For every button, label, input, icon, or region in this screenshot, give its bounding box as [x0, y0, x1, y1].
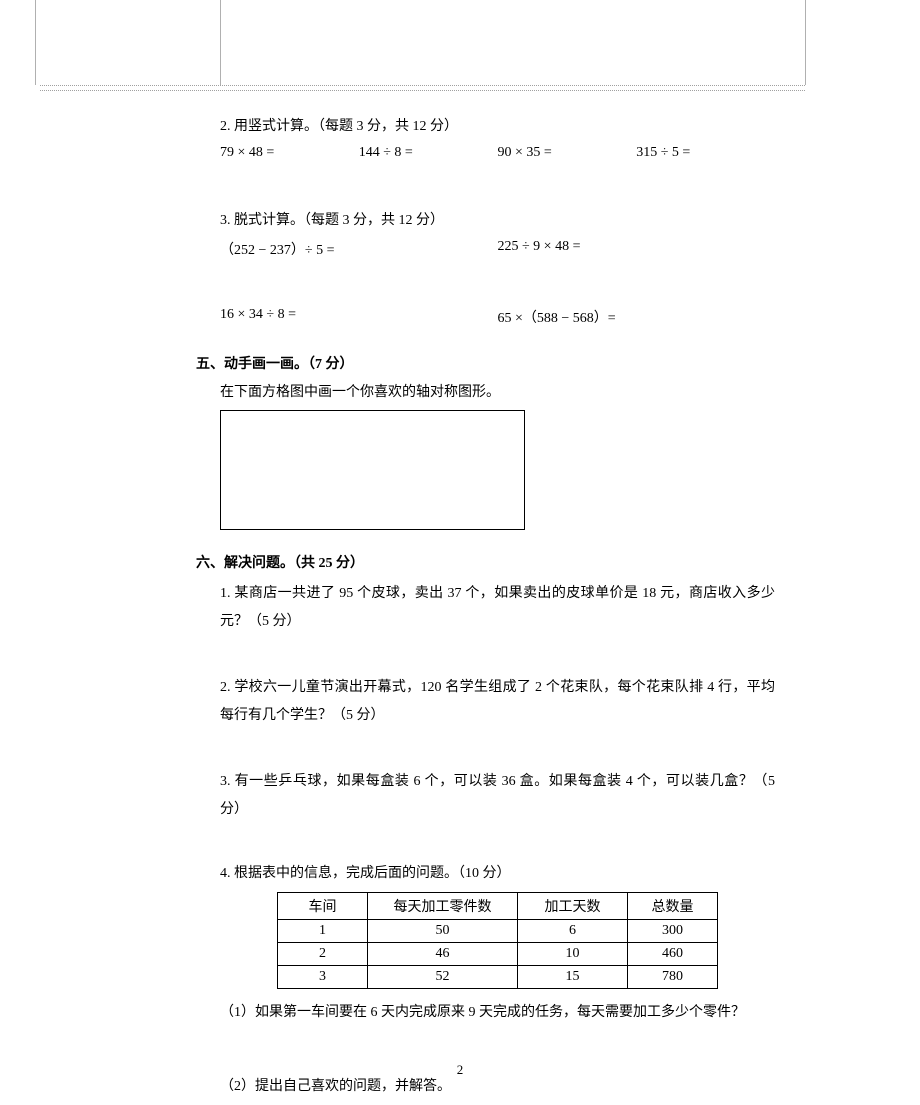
- table-row: 3 52 15 780: [278, 966, 718, 989]
- q3-item: 16 × 34 ÷ 8 =: [220, 307, 498, 327]
- q3-row2: 16 × 34 ÷ 8 = 65 ×（588 − 568）=: [220, 307, 775, 327]
- table-cell: 3: [278, 966, 368, 989]
- table-row: 1 50 6 300: [278, 920, 718, 943]
- q3-item: （252 − 237）÷ 5 =: [220, 239, 498, 259]
- table-header: 加工天数: [518, 893, 628, 920]
- q3-item: 225 ÷ 9 × 48 =: [498, 239, 776, 259]
- section5-instruction: 在下面方格图中画一个你喜欢的轴对称图形。: [220, 381, 775, 405]
- table-header-row: 车间 每天加工零件数 加工天数 总数量: [278, 893, 718, 920]
- table-header: 车间: [278, 893, 368, 920]
- problem-4-sub1: （1）如果第一车间要在 6 天内完成原来 9 天完成的任务，每天需要加工多少个零…: [220, 1001, 775, 1025]
- table-cell: 10: [518, 943, 628, 966]
- table-cell: 2: [278, 943, 368, 966]
- q2-item: 144 ÷ 8 =: [359, 145, 498, 161]
- q3-item: 65 ×（588 − 568）=: [498, 307, 776, 327]
- table-cell: 300: [628, 920, 718, 943]
- q2-item: 79 × 48 =: [220, 145, 359, 161]
- problem-2: 2. 学校六一儿童节演出开幕式，120 名学生组成了 2 个花束队，每个花束队排…: [220, 674, 775, 730]
- problem-4-heading: 4. 根据表中的信息，完成后面的问题。（10 分）: [220, 862, 775, 886]
- table-row: 2 46 10 460: [278, 943, 718, 966]
- table-header: 总数量: [628, 893, 718, 920]
- q2-items: 79 × 48 = 144 ÷ 8 = 90 × 35 = 315 ÷ 5 =: [220, 145, 775, 161]
- q3-heading: 3. 脱式计算。（每题 3 分，共 12 分）: [220, 209, 775, 233]
- table-cell: 15: [518, 966, 628, 989]
- table-cell: 6: [518, 920, 628, 943]
- page-header-lines: [0, 0, 920, 95]
- drawing-box: [220, 410, 525, 530]
- q2-item: 315 ÷ 5 =: [636, 145, 775, 161]
- table-header: 每天加工零件数: [368, 893, 518, 920]
- page-content: 2. 用竖式计算。（每题 3 分，共 12 分） 79 × 48 = 144 ÷…: [220, 115, 775, 1105]
- table-cell: 46: [368, 943, 518, 966]
- section6-heading: 六、解决问题。（共 25 分）: [196, 552, 775, 572]
- table-cell: 1: [278, 920, 368, 943]
- table-cell: 52: [368, 966, 518, 989]
- page-number: 2: [0, 1062, 920, 1078]
- q2-item: 90 × 35 =: [498, 145, 637, 161]
- section5-heading: 五、动手画一画。（7 分）: [196, 353, 775, 373]
- workshop-table: 车间 每天加工零件数 加工天数 总数量 1 50 6 300 2 46 10 4…: [277, 892, 718, 989]
- problem-4-sub2: （2）提出自己喜欢的问题，并解答。: [220, 1075, 775, 1099]
- q3-row1: （252 − 237）÷ 5 = 225 ÷ 9 × 48 =: [220, 239, 775, 259]
- problem-1: 1. 某商店一共进了 95 个皮球，卖出 37 个，如果卖出的皮球单价是 18 …: [220, 580, 775, 636]
- problem-3: 3. 有一些乒乓球，如果每盒装 6 个，可以装 36 盒。如果每盒装 4 个，可…: [220, 768, 775, 824]
- q2-heading: 2. 用竖式计算。（每题 3 分，共 12 分）: [220, 115, 775, 139]
- table-cell: 50: [368, 920, 518, 943]
- table-cell: 780: [628, 966, 718, 989]
- table-cell: 460: [628, 943, 718, 966]
